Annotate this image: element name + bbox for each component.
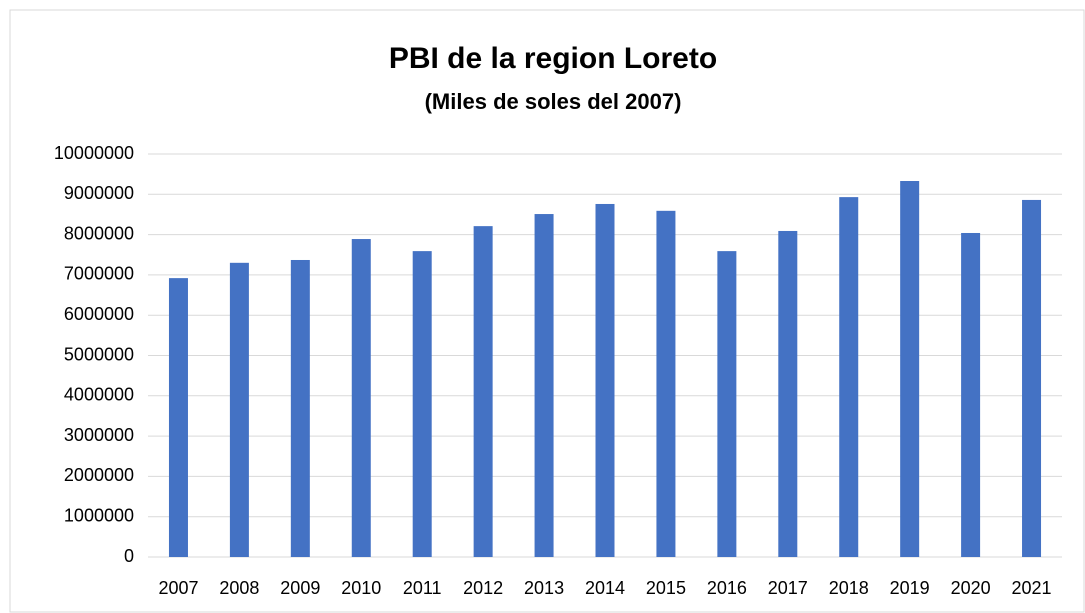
bar: [778, 230, 798, 557]
x-tick-label: 2019: [890, 578, 930, 598]
y-tick-label: 9000000: [64, 183, 134, 203]
y-tick-label: 1000000: [64, 505, 134, 525]
x-tick-label: 2020: [951, 578, 991, 598]
chart-title: PBI de la region Loreto: [389, 42, 717, 75]
y-tick-label: 6000000: [64, 304, 134, 324]
x-tick-label: 2017: [768, 578, 808, 598]
bar: [473, 226, 493, 557]
x-tick-label: 2012: [463, 578, 503, 598]
bar: [1022, 199, 1042, 557]
x-tick-label: 2016: [707, 578, 747, 598]
bar: [351, 239, 371, 557]
x-tick-label: 2018: [829, 578, 869, 598]
bar: [900, 181, 920, 557]
x-tick-label: 2013: [524, 578, 564, 598]
y-tick-label: 5000000: [64, 344, 134, 364]
bar: [168, 278, 188, 557]
bar: [229, 262, 249, 557]
bar: [839, 197, 859, 557]
bar: [534, 214, 554, 557]
x-tick-label: 2015: [646, 578, 686, 598]
y-tick-label: 8000000: [64, 223, 134, 243]
y-tick-label: 3000000: [64, 425, 134, 445]
bar: [290, 259, 310, 557]
chart-subtitle: (Miles de soles del 2007): [425, 89, 682, 114]
y-tick-label: 4000000: [64, 385, 134, 405]
y-tick-label: 10000000: [54, 143, 134, 163]
x-tick-label: 2011: [403, 578, 442, 598]
x-tick-label: 2008: [219, 578, 259, 598]
x-tick-label: 2021: [1012, 578, 1052, 598]
bar: [412, 251, 432, 558]
x-tick-label: 2007: [158, 578, 198, 598]
bar: [595, 203, 615, 558]
bar: [656, 210, 676, 557]
bar: [961, 232, 981, 557]
bar: [717, 251, 737, 558]
x-tick-label: 2009: [280, 578, 320, 598]
y-tick-label: 0: [124, 546, 134, 566]
y-tick-label: 2000000: [64, 465, 134, 485]
x-tick-label: 2014: [585, 578, 625, 598]
y-tick-label: 7000000: [64, 264, 134, 284]
x-tick-label: 2010: [341, 578, 381, 598]
